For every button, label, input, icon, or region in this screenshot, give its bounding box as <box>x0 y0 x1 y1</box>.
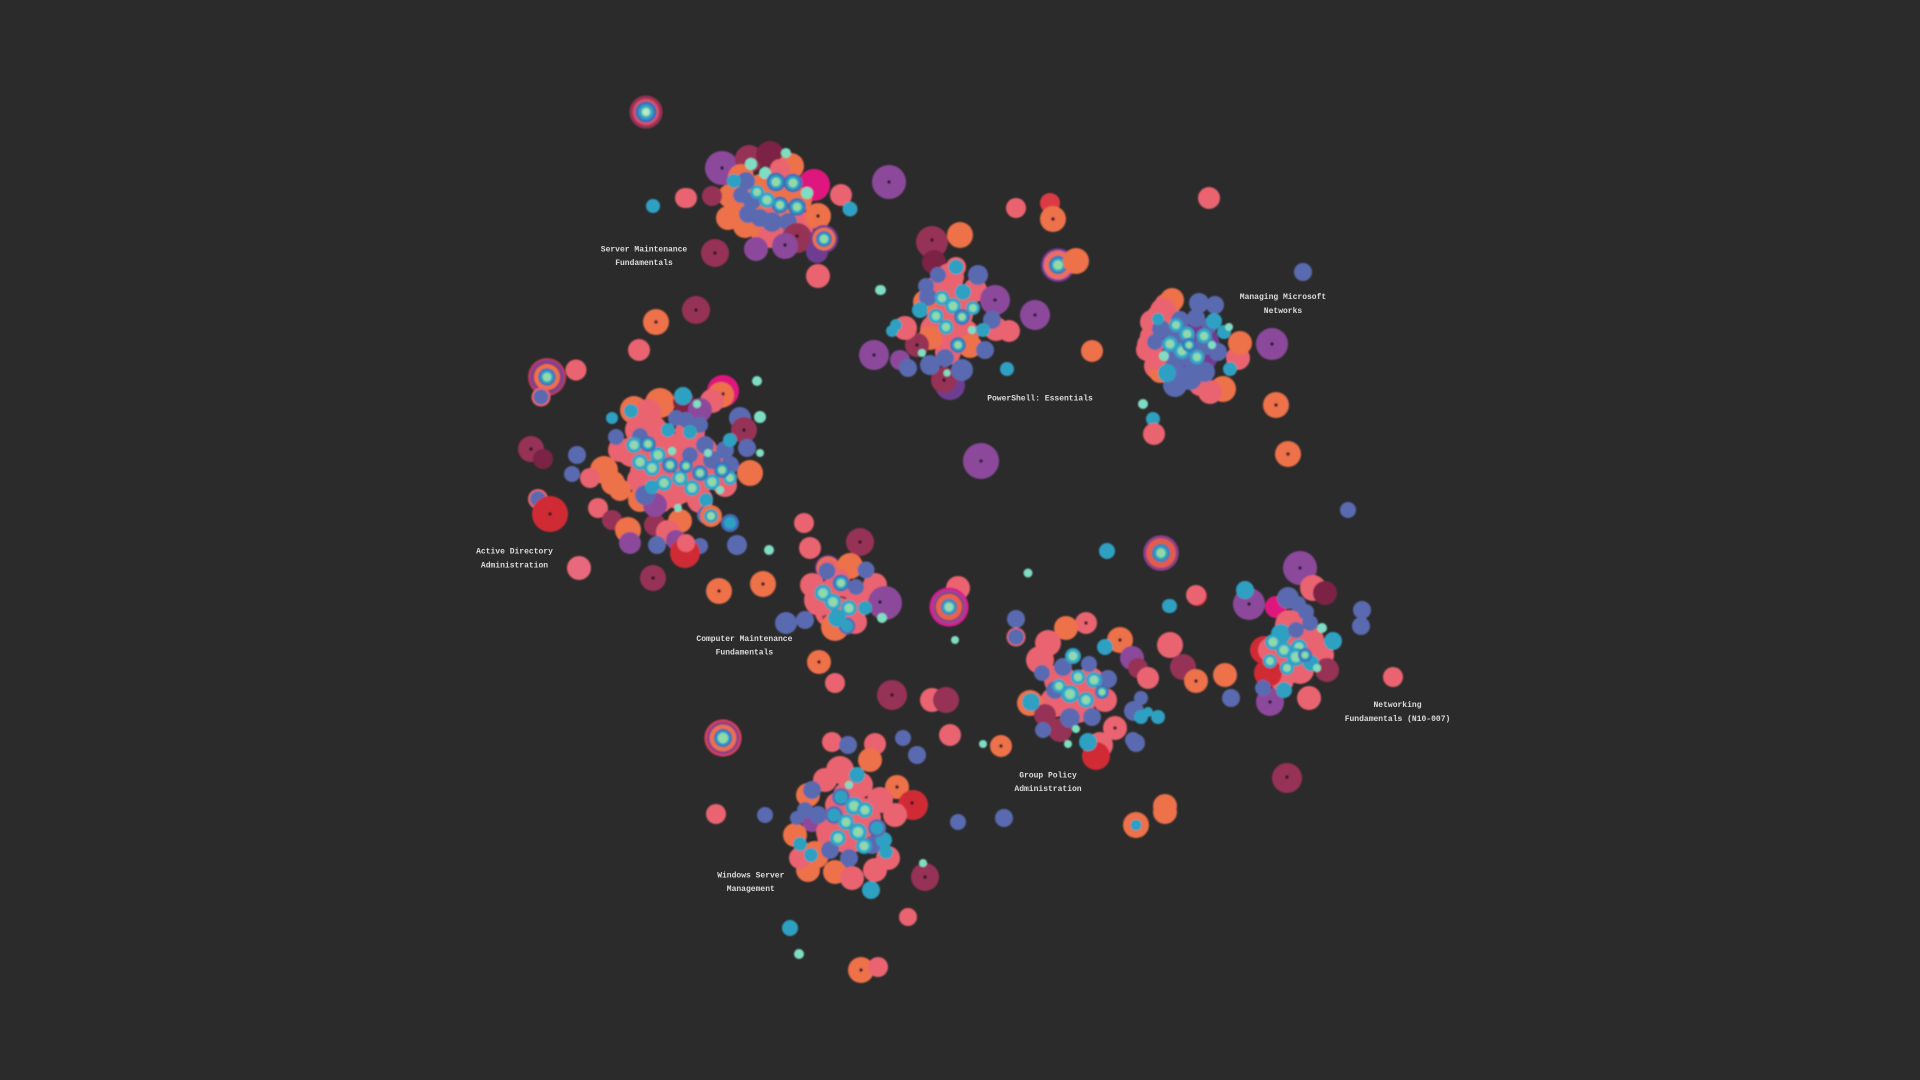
svg-text:Computer Maintenance: Computer Maintenance <box>696 635 792 644</box>
svg-text:Fundamentals: Fundamentals <box>615 259 673 268</box>
svg-text:Administration: Administration <box>1014 785 1081 794</box>
svg-text:Management: Management <box>727 885 775 894</box>
svg-text:Fundamentals (N10-007): Fundamentals (N10-007) <box>1345 715 1451 724</box>
svg-text:Managing Microsoft: Managing Microsoft <box>1240 293 1327 302</box>
svg-text:Active Directory: Active Directory <box>476 548 553 557</box>
svg-text:Fundamentals: Fundamentals <box>716 649 774 658</box>
svg-text:Group Policy: Group Policy <box>1019 772 1077 781</box>
svg-text:Networking: Networking <box>1373 701 1421 710</box>
svg-text:Server Maintenance: Server Maintenance <box>601 246 688 255</box>
svg-text:PowerShell: Essentials: PowerShell: Essentials <box>987 395 1093 404</box>
svg-text:Administration: Administration <box>481 562 548 571</box>
svg-text:Networks: Networks <box>1264 307 1303 316</box>
svg-text:Windows Server: Windows Server <box>717 872 784 881</box>
